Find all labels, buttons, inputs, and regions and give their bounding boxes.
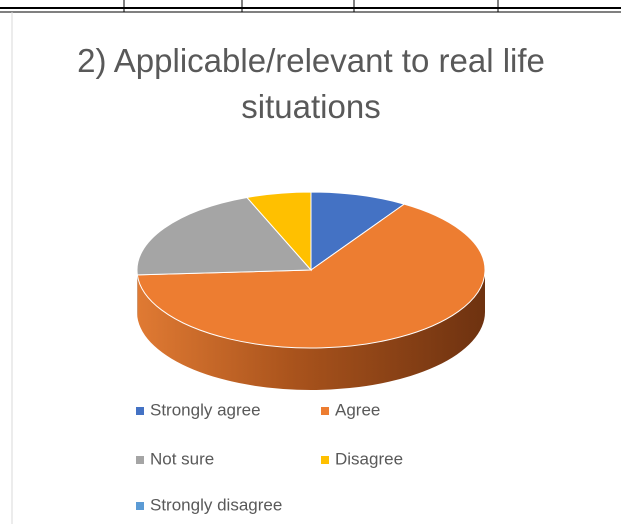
slice <box>245 191 312 272</box>
slice <box>136 196 313 276</box>
legend-label: Strongly agree <box>150 400 261 419</box>
legend-label: Disagree <box>335 449 403 468</box>
legend-swatch <box>136 407 144 415</box>
legend-label: Not sure <box>150 449 214 468</box>
legend-label: Strongly disagree <box>150 495 282 514</box>
legend-swatch <box>136 456 144 464</box>
slice <box>136 203 486 349</box>
legend-swatch <box>321 407 329 415</box>
legend-swatch <box>136 502 144 510</box>
legend-swatch <box>321 456 329 464</box>
chart-title: 2) Applicable/relevant to real life situ… <box>77 42 545 125</box>
slice-side <box>137 270 485 391</box>
legend-label: Agree <box>335 400 380 419</box>
slice <box>310 191 406 271</box>
